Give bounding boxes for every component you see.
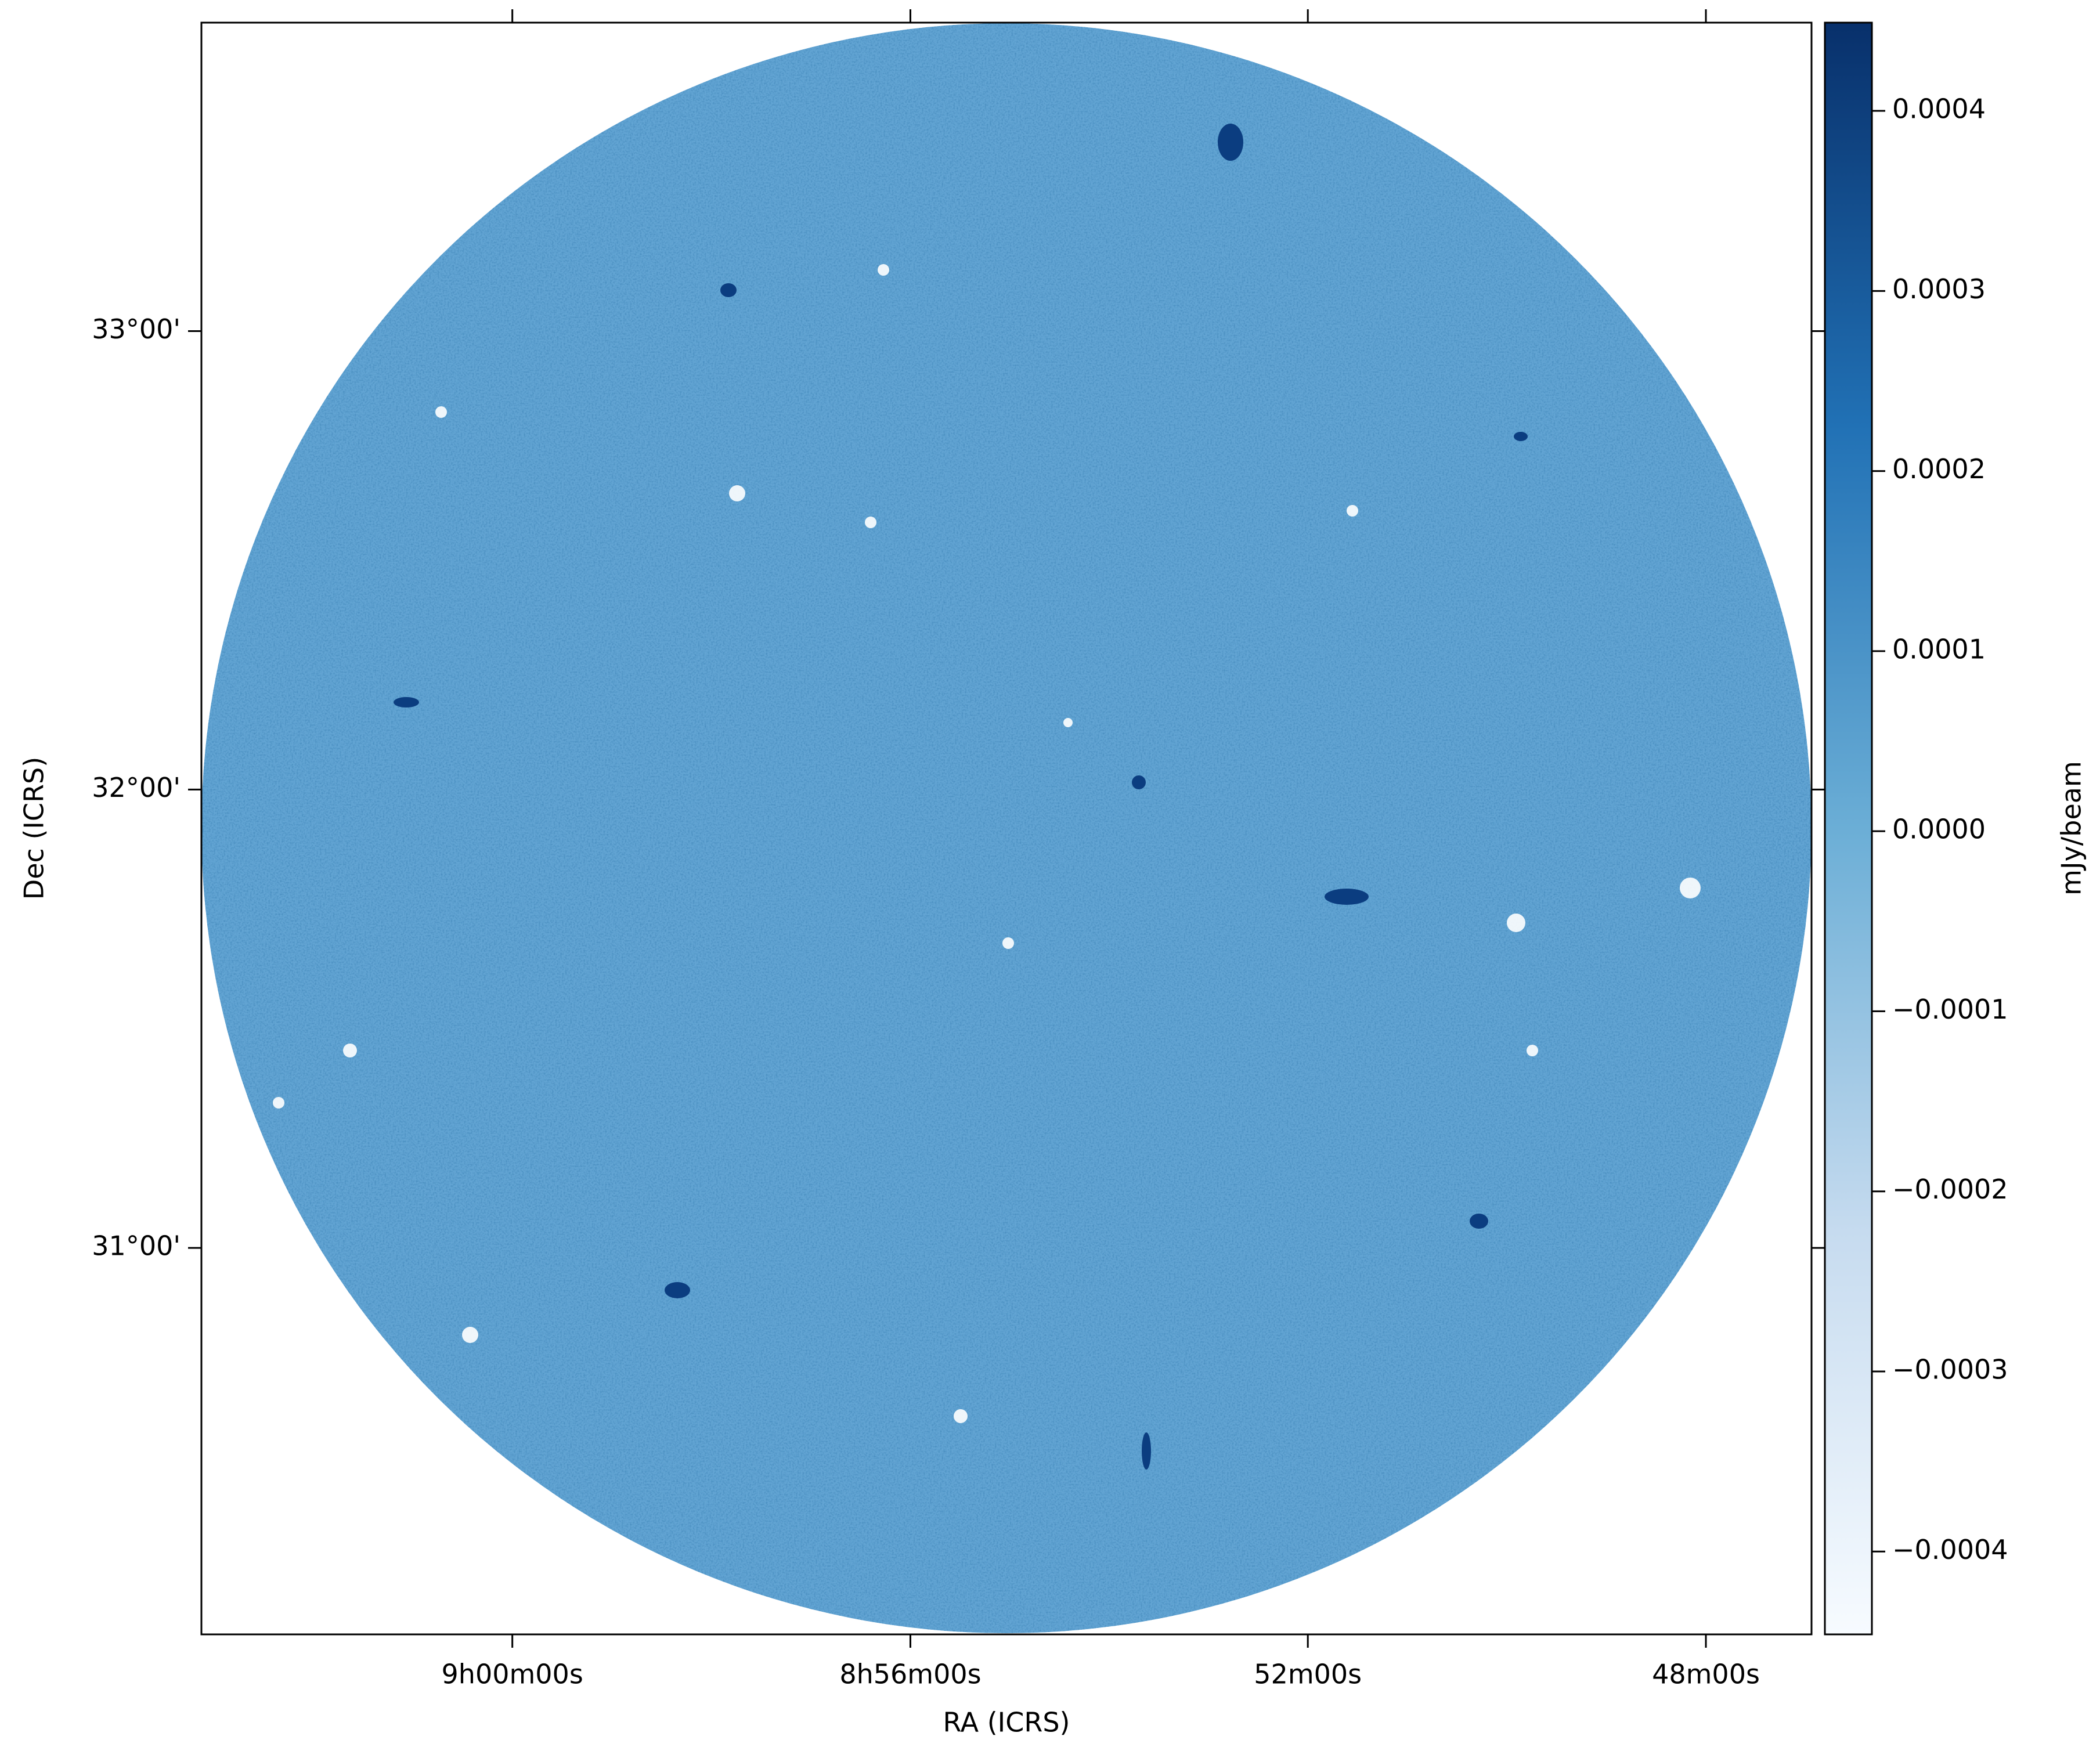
y-axis-label: Dec (ICRS) [19,757,50,900]
x-tick-label: 52m00s [1254,1659,1362,1690]
x-tick-label: 9h00m00s [442,1659,583,1690]
colorbar-label: mJy/beam [2056,761,2087,896]
colorbar-tick-label: −0.0002 [1892,1174,2008,1205]
colorbar-tick-label: −0.0001 [1892,994,2008,1025]
colorbar-tick-label: 0.0002 [1892,453,1986,485]
x-axis-label: RA (ICRS) [943,1707,1070,1738]
y-tick-label: 32°00' [92,772,181,803]
colorbar-tick-label: −0.0004 [1892,1534,2008,1565]
colorbar-tick-label: 0.0003 [1892,273,1986,305]
colorbar-tick-label: 0.0000 [1892,814,1986,845]
x-tick-label: 8h56m00s [839,1659,981,1690]
x-tick-label: 48m00s [1652,1659,1760,1690]
y-tick-label: 33°00' [92,313,181,345]
colorbar-tick-label: 0.0001 [1892,633,1986,665]
colorbar [1824,21,1873,1636]
colorbar-tick-label: 0.0004 [1892,93,1986,125]
colorbar-tick-label: −0.0003 [1892,1353,2008,1385]
axes-frame [200,21,1813,1636]
sky-image [201,23,1812,1633]
y-tick-label: 31°00' [92,1230,181,1262]
